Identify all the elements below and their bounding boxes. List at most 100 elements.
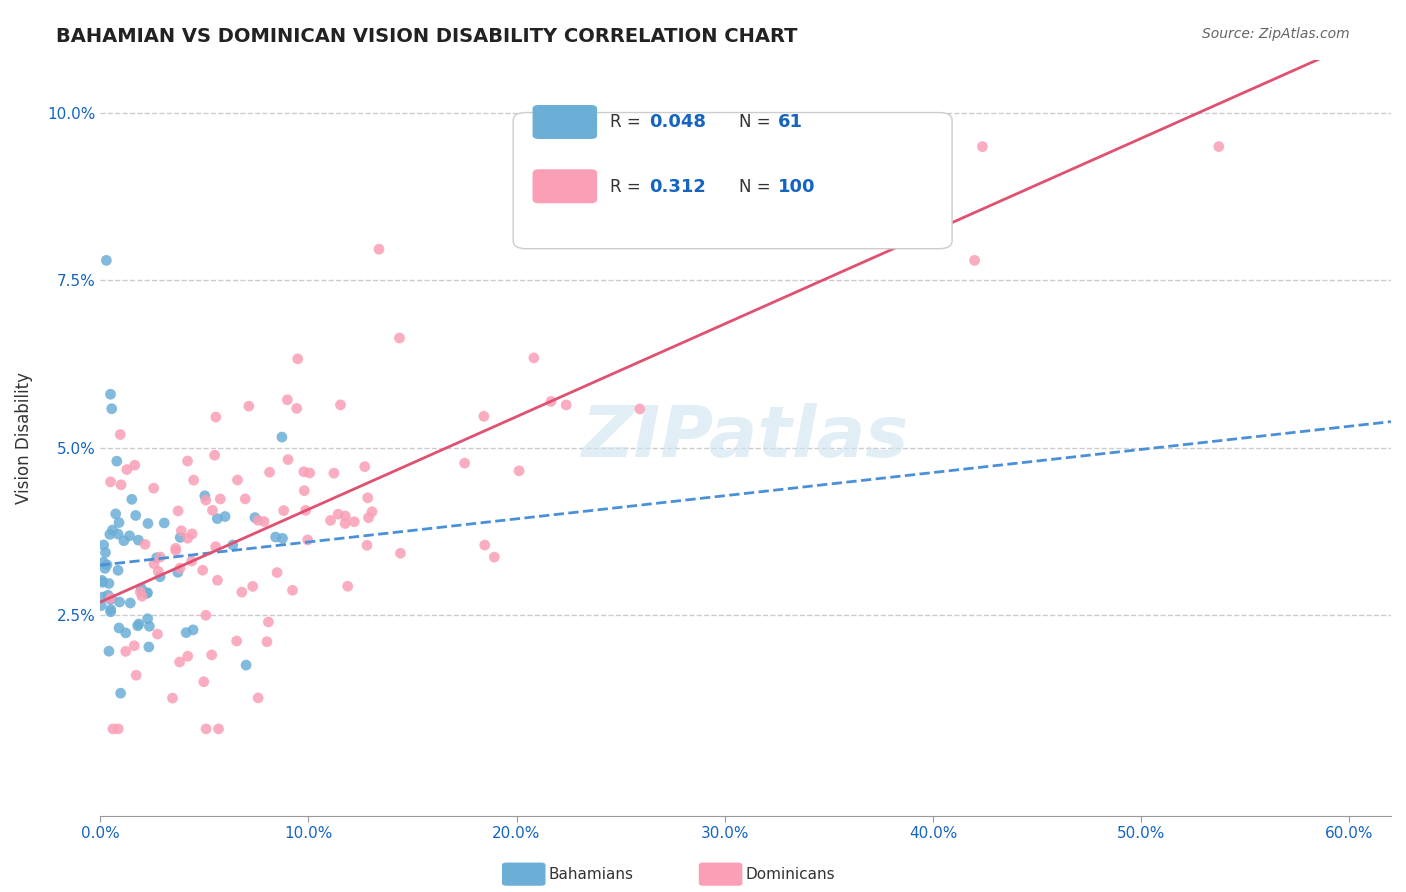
Point	[204, 540, 226, 554]
Point	[104, 507, 127, 521]
Point	[100, 475, 122, 489]
Point	[149, 549, 172, 564]
Text: N =: N =	[740, 178, 776, 195]
Text: Dominicans: Dominicans	[745, 867, 835, 881]
Point	[388, 331, 411, 345]
Point	[91, 575, 114, 590]
Text: Bahamians: Bahamians	[548, 867, 633, 881]
Point	[131, 589, 153, 603]
Point	[453, 456, 475, 470]
Text: R =: R =	[610, 112, 645, 130]
Point	[540, 394, 562, 409]
Point	[1208, 139, 1230, 153]
Point	[292, 465, 315, 479]
Point	[266, 566, 288, 580]
Point	[100, 591, 122, 606]
Point	[169, 655, 191, 669]
Point	[131, 582, 153, 596]
Point	[121, 492, 143, 507]
Point	[183, 473, 205, 487]
FancyBboxPatch shape	[533, 105, 598, 139]
Point	[276, 392, 298, 407]
Text: 0.048: 0.048	[648, 112, 706, 130]
Point	[93, 538, 115, 552]
Point	[115, 462, 138, 476]
Point	[195, 722, 218, 736]
Point	[114, 626, 136, 640]
Point	[91, 555, 114, 569]
Point	[628, 401, 651, 416]
Point	[214, 509, 236, 524]
Point	[114, 644, 136, 658]
Point	[143, 557, 166, 571]
Point	[128, 617, 150, 632]
Point	[142, 481, 165, 495]
Point	[177, 649, 200, 664]
Point	[972, 139, 994, 153]
Point	[174, 625, 197, 640]
Point	[146, 627, 169, 641]
Point	[97, 644, 120, 658]
Point	[108, 516, 131, 530]
Point	[474, 538, 496, 552]
Point	[96, 558, 118, 572]
Point	[323, 466, 346, 480]
Point	[98, 527, 121, 541]
Point	[94, 561, 117, 575]
Point	[107, 527, 129, 541]
Point	[107, 563, 129, 577]
Point	[162, 691, 184, 706]
Point	[319, 513, 342, 527]
Text: 0.312: 0.312	[648, 178, 706, 195]
Point	[148, 565, 170, 579]
Point	[194, 608, 217, 623]
Point	[201, 503, 224, 517]
Point	[259, 465, 281, 479]
Point	[273, 503, 295, 517]
Point	[101, 523, 124, 537]
Point	[138, 619, 160, 633]
Point	[508, 464, 530, 478]
Point	[138, 640, 160, 654]
Point	[193, 674, 215, 689]
Point	[108, 621, 131, 635]
Point	[555, 398, 578, 412]
Point	[101, 722, 124, 736]
Text: R =: R =	[610, 178, 645, 195]
Point	[207, 722, 229, 736]
Point	[134, 537, 156, 551]
Text: ZIPatlas: ZIPatlas	[582, 403, 910, 472]
Point	[97, 576, 120, 591]
Point	[165, 543, 187, 558]
Point	[129, 585, 152, 599]
Point	[100, 387, 122, 401]
Point	[271, 532, 294, 546]
Point	[105, 454, 128, 468]
Point	[90, 599, 112, 613]
Point	[112, 533, 135, 548]
FancyBboxPatch shape	[533, 169, 598, 203]
Point	[207, 574, 229, 588]
Point	[297, 533, 319, 547]
Point	[136, 612, 159, 626]
Point	[271, 430, 294, 444]
Point	[343, 515, 366, 529]
Point	[110, 427, 132, 442]
Point	[100, 605, 122, 619]
Y-axis label: Vision Disability: Vision Disability	[15, 372, 32, 504]
Point	[149, 570, 172, 584]
Point	[225, 634, 247, 648]
Point	[256, 634, 278, 648]
Point	[165, 541, 187, 556]
Point	[207, 511, 229, 525]
Point	[100, 592, 122, 607]
Point	[96, 253, 118, 268]
Point	[484, 550, 506, 565]
Point	[755, 186, 778, 201]
Point	[100, 401, 122, 416]
Point	[176, 454, 198, 468]
Point	[333, 516, 356, 531]
Point	[209, 491, 232, 506]
Point	[125, 668, 148, 682]
Point	[231, 585, 253, 599]
